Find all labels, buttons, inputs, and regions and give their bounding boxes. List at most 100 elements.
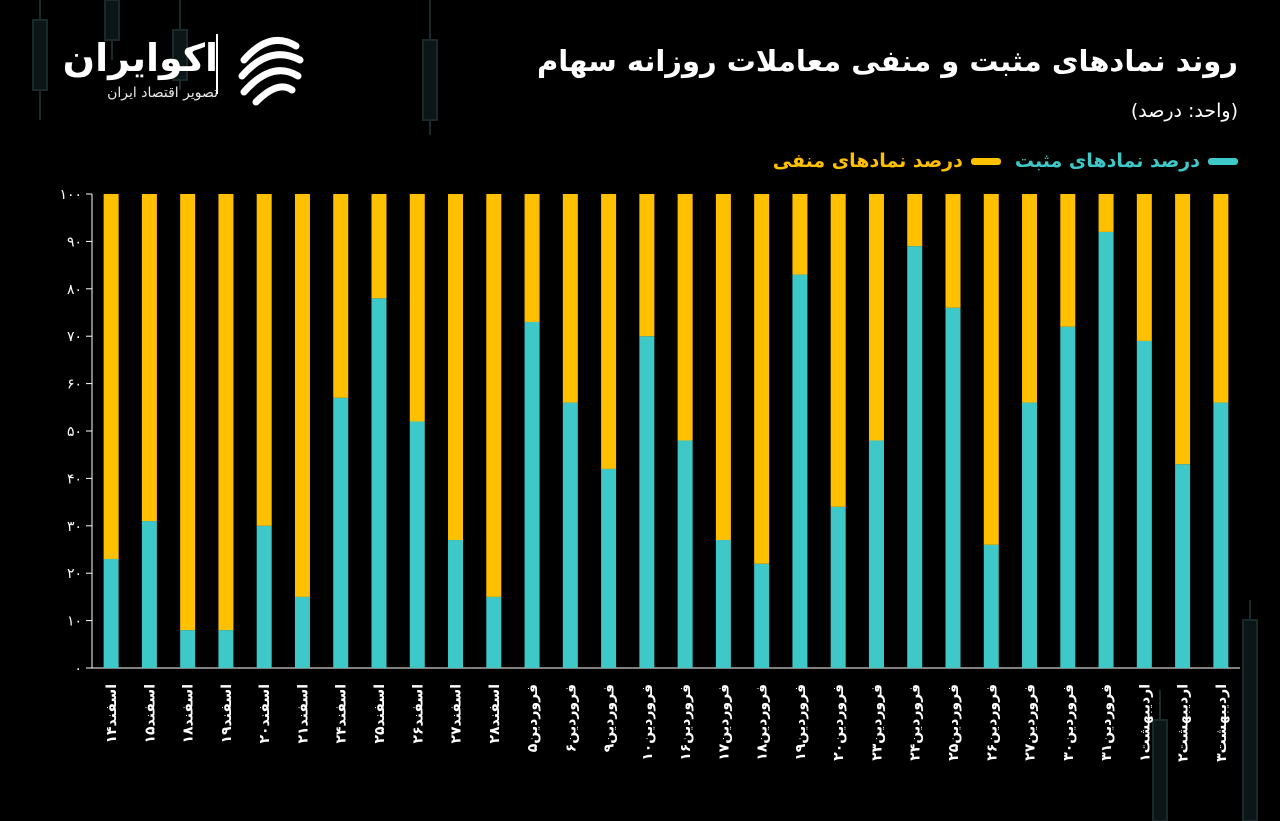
- x-tick-label: فروردین۲۵: [946, 684, 962, 761]
- bar-positive: [1175, 464, 1191, 668]
- y-tick-label: ۴۰: [67, 471, 82, 487]
- bar-positive: [1098, 231, 1114, 669]
- x-tick-label: اسفند۲۶: [410, 684, 426, 744]
- bar-negative: [409, 194, 425, 422]
- bar-positive: [218, 630, 234, 668]
- bar-negative: [333, 194, 349, 398]
- bar-positive: [1022, 402, 1038, 668]
- legend-swatch-negative: [970, 157, 1001, 165]
- bar-negative: [141, 194, 157, 522]
- bar-negative: [639, 194, 655, 337]
- bar-positive: [409, 421, 425, 668]
- chart-legend: درصد نمادهای مثبت درصد نمادهای منفی: [759, 150, 1238, 172]
- bar-negative: [524, 194, 540, 322]
- bar-negative: [945, 194, 961, 308]
- bar-negative: [907, 194, 923, 247]
- chart-title: روند نمادهای مثبت و منفی معاملات روزانه …: [536, 44, 1238, 78]
- bar-negative: [1136, 194, 1152, 341]
- bar-positive: [180, 630, 196, 668]
- x-tick-label: فروردین۲۰: [831, 684, 847, 761]
- y-tick-label: ۷۰: [67, 329, 82, 345]
- bar-positive: [792, 274, 808, 668]
- bar-negative: [1022, 194, 1038, 403]
- x-tick-label: اسفند۲۴: [334, 684, 350, 744]
- legend-item-positive: درصد نمادهای مثبت: [1015, 150, 1238, 172]
- bar-positive: [868, 440, 884, 668]
- bar-positive: [448, 540, 464, 668]
- bar-negative: [677, 194, 693, 441]
- bar-negative: [218, 194, 234, 631]
- bar-positive: [486, 596, 502, 668]
- bar-positive: [1060, 326, 1076, 668]
- bar-positive: [524, 321, 540, 668]
- bar-negative: [1098, 194, 1114, 232]
- y-tick-label: ۰: [74, 661, 82, 677]
- x-tick-label: فروردین۳۰: [1061, 684, 1077, 761]
- x-tick-label: فروردین۲۷: [1023, 684, 1039, 761]
- x-tick-label: فروردین۱۷: [716, 684, 732, 761]
- bar-positive: [907, 246, 923, 668]
- bar-negative: [830, 194, 846, 507]
- bar-negative: [256, 194, 272, 526]
- bar-positive: [639, 336, 655, 668]
- x-tick-label: اسفند۲۸: [487, 684, 503, 744]
- bar-negative: [792, 194, 808, 275]
- x-tick-label: فروردین۱۰: [640, 684, 656, 761]
- bar-negative: [983, 194, 999, 545]
- x-tick-label: اسفند۲۱: [295, 684, 311, 744]
- logo-divider: [216, 34, 218, 94]
- bar-negative: [103, 194, 119, 559]
- x-tick-label: اسفند۱۸: [181, 684, 197, 744]
- bar-positive: [371, 298, 387, 668]
- bar-positive: [562, 402, 578, 668]
- bar-positive: [983, 544, 999, 668]
- logo-tagline: تصویر اقتصاد ایران: [107, 85, 218, 101]
- bar-negative: [868, 194, 884, 441]
- legend-item-negative: درصد نمادهای منفی: [773, 150, 1001, 172]
- y-tick-label: ۳۰: [67, 519, 82, 535]
- bar-positive: [256, 525, 272, 668]
- bar-negative: [371, 194, 387, 299]
- logo-mark-icon: [238, 36, 304, 106]
- x-tick-label: فروردین۹: [602, 684, 618, 752]
- y-tick-label: ۱۰۰: [59, 187, 82, 203]
- y-tick-label: ۱۰: [67, 614, 82, 630]
- bar-negative: [754, 194, 770, 564]
- bar-positive: [333, 397, 349, 668]
- bar-positive: [141, 521, 157, 668]
- logo-name: اکوایران: [62, 36, 218, 80]
- bar-positive: [830, 506, 846, 668]
- x-tick-label: اسفند۲۰: [257, 684, 273, 744]
- x-tick-label: اسفند۱۴: [104, 684, 120, 744]
- chart-unit: (واحد: درصد): [1130, 100, 1238, 122]
- bar-positive: [677, 440, 693, 668]
- y-tick-label: ۵۰: [67, 424, 82, 440]
- x-tick-label: اردیبهشت۲: [1176, 684, 1192, 762]
- brand-logo: اکوایران تصویر اقتصاد ایران: [48, 30, 318, 110]
- x-tick-label: فروردین۱۶: [678, 684, 694, 761]
- bar-positive: [103, 558, 119, 668]
- bar-negative: [294, 194, 310, 597]
- x-tick-label: فروردین۱۸: [755, 684, 771, 761]
- y-tick-label: ۸۰: [67, 282, 82, 298]
- x-tick-label: فروردین۵: [525, 684, 541, 752]
- bar-positive: [1213, 402, 1229, 668]
- x-tick-label: فروردین۱۹: [793, 684, 809, 761]
- y-tick-label: ۹۰: [67, 234, 82, 250]
- y-tick-label: ۶۰: [67, 377, 82, 393]
- x-tick-label: اسفند۱۹: [219, 684, 235, 744]
- bar-negative: [448, 194, 464, 541]
- legend-label-positive: درصد نمادهای مثبت: [1014, 150, 1200, 172]
- bar-positive: [945, 307, 961, 668]
- bar-negative: [486, 194, 502, 597]
- bar-negative: [562, 194, 578, 403]
- x-tick-label: اسفند۱۵: [142, 684, 158, 744]
- bar-positive: [754, 563, 770, 668]
- bar-negative: [1175, 194, 1191, 465]
- y-tick-label: ۲۰: [67, 566, 82, 582]
- x-tick-label: فروردین۳۱: [1099, 684, 1115, 761]
- legend-label-negative: درصد نمادهای منفی: [772, 150, 963, 172]
- x-tick-label: فروردین۲۳: [869, 684, 885, 761]
